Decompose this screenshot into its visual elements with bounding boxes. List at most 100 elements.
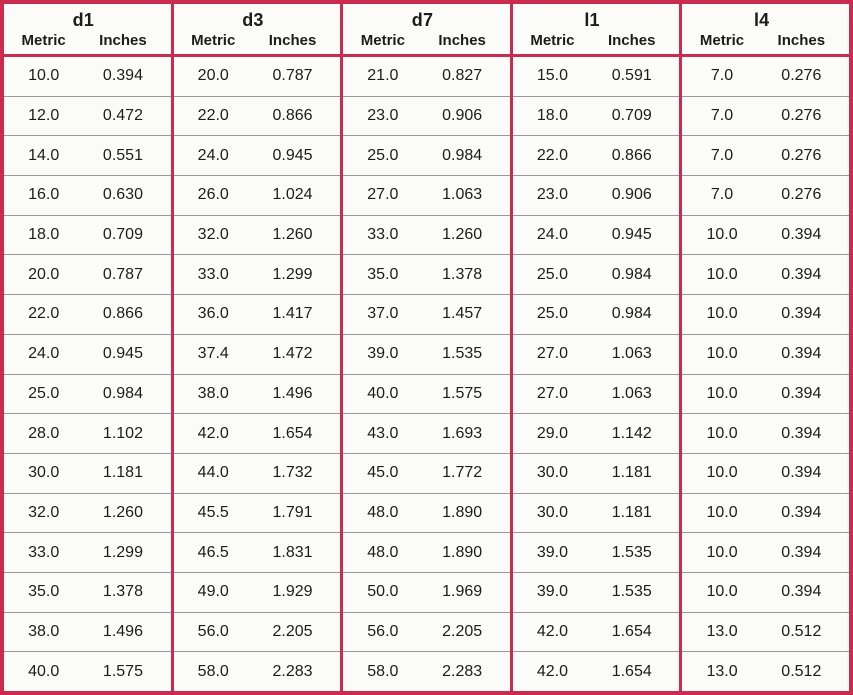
column-group-l1: l1 Metric Inches 15.0 0.591 18.0 0.709 22.0 0.86… <box>509 4 680 691</box>
metric-value: 48.0 <box>367 543 399 561</box>
table-row: 43.0 1.693 <box>343 413 510 453</box>
inches-value: 0.945 <box>272 146 313 164</box>
metric-column-header: Metric <box>21 32 66 49</box>
inches-value: 1.929 <box>272 583 313 601</box>
metric-value: 22.0 <box>536 146 568 164</box>
inches-value: 1.791 <box>272 503 313 521</box>
metric-value: 10.0 <box>706 345 738 363</box>
table-row: 48.0 1.890 <box>343 532 510 572</box>
metric-column-header: Metric <box>699 32 745 49</box>
metric-value: 7.0 <box>710 67 734 85</box>
table-row: 10.0 0.394 <box>682 373 849 414</box>
metric-value: 42.0 <box>197 424 229 442</box>
table-row: 42.0 1.654 <box>173 413 341 453</box>
group-title: d7 <box>411 10 434 30</box>
table-row: 40.0 1.575 <box>4 651 171 691</box>
table-row: 58.0 2.283 <box>343 651 510 691</box>
table-row: 58.0 2.283 <box>173 651 341 691</box>
table-row: 10.0 0.394 <box>682 492 849 533</box>
metric-value: 26.0 <box>197 186 229 204</box>
table-row: 42.0 1.654 <box>512 611 680 652</box>
metric-value: 27.0 <box>367 186 399 204</box>
inches-value: 1.378 <box>442 265 483 283</box>
inches-value: 0.394 <box>781 345 822 363</box>
table-row: 7.0 0.276 <box>682 135 849 175</box>
inches-value: 2.205 <box>442 622 483 640</box>
table-row: 25.0 0.984 <box>343 135 510 175</box>
inches-value: 1.457 <box>442 305 483 323</box>
metric-value: 33.0 <box>197 265 229 283</box>
table-row: 45.0 1.772 <box>343 452 510 493</box>
metric-column-header: Metric <box>191 32 236 49</box>
metric-column-header: Metric <box>360 32 405 49</box>
metric-value: 10.0 <box>706 424 738 442</box>
inches-value: 0.866 <box>611 146 652 164</box>
table-row: 10.0 0.394 <box>682 214 849 255</box>
inches-value: 1.535 <box>442 345 483 363</box>
metric-value: 42.0 <box>536 622 568 640</box>
subheader-row: Metric Inches <box>513 31 672 50</box>
metric-value: 10.0 <box>706 265 738 283</box>
table-row: 36.0 1.417 <box>173 294 341 334</box>
table-row: 39.0 1.535 <box>512 571 680 612</box>
table-row: 48.0 1.890 <box>343 492 510 533</box>
inches-value: 0.394 <box>781 384 822 402</box>
inches-value: 1.575 <box>102 662 143 680</box>
metric-value: 20.0 <box>28 265 60 283</box>
inches-value: 1.831 <box>272 543 313 561</box>
metric-value: 56.0 <box>197 622 229 640</box>
subheader-row: Metric Inches <box>343 31 502 50</box>
table-row: 10.0 0.394 <box>682 333 849 374</box>
table-row: 37.0 1.457 <box>343 294 510 334</box>
inches-value: 1.890 <box>442 543 483 561</box>
table-row: 18.0 0.709 <box>4 214 171 255</box>
inches-value: 0.276 <box>781 146 822 164</box>
table-row: 39.0 1.535 <box>512 532 680 572</box>
inches-value: 0.984 <box>102 384 143 402</box>
metric-value: 32.0 <box>197 226 229 244</box>
table-row: 56.0 2.205 <box>173 611 341 652</box>
table-row: 27.0 1.063 <box>512 333 680 374</box>
metric-column-header: Metric <box>530 32 575 49</box>
inches-value: 1.417 <box>272 305 313 323</box>
group-header: l1 Metric Inches <box>512 4 680 57</box>
table-row: 26.0 1.024 <box>173 175 341 215</box>
metric-value: 7.0 <box>710 107 734 125</box>
inches-value: 1.142 <box>611 424 652 442</box>
metric-value: 49.0 <box>197 583 229 601</box>
inches-column-header: Inches <box>268 32 317 49</box>
table-row: 38.0 1.496 <box>4 611 171 652</box>
inches-value: 0.472 <box>102 107 143 125</box>
inches-value: 0.512 <box>781 662 822 680</box>
metric-value: 24.0 <box>197 146 229 164</box>
inches-value: 1.260 <box>442 226 483 244</box>
inches-value: 0.551 <box>102 146 143 164</box>
inches-value: 1.063 <box>611 384 652 402</box>
group-title: l1 <box>584 10 600 30</box>
table-row: 10.0 0.394 <box>682 254 849 294</box>
inches-column-header: Inches <box>99 32 147 49</box>
metric-value: 40.0 <box>367 384 399 402</box>
inches-value: 0.591 <box>611 67 652 85</box>
table-row: 28.0 1.102 <box>4 413 171 453</box>
inches-value: 1.299 <box>272 265 313 283</box>
inches-value: 1.575 <box>442 384 483 402</box>
table-row: 13.0 0.512 <box>682 611 849 652</box>
inches-value: 1.378 <box>102 583 143 601</box>
table-row: 35.0 1.378 <box>343 254 510 294</box>
metric-value: 7.0 <box>710 186 734 204</box>
inches-value: 0.394 <box>781 464 822 482</box>
metric-value: 24.0 <box>536 226 568 244</box>
inches-value: 1.260 <box>102 503 143 521</box>
table-row: 16.0 0.630 <box>4 175 171 215</box>
metric-value: 25.0 <box>536 265 568 283</box>
metric-value: 40.0 <box>28 662 60 680</box>
metric-value: 7.0 <box>710 146 734 164</box>
inches-value: 1.024 <box>272 186 313 204</box>
metric-value: 39.0 <box>536 543 568 561</box>
table-row: 32.0 1.260 <box>4 492 171 533</box>
table-row: 30.0 1.181 <box>512 452 680 493</box>
inches-value: 2.283 <box>272 662 313 680</box>
metric-value: 10.0 <box>706 543 738 561</box>
table-row: 20.0 0.787 <box>174 57 341 96</box>
